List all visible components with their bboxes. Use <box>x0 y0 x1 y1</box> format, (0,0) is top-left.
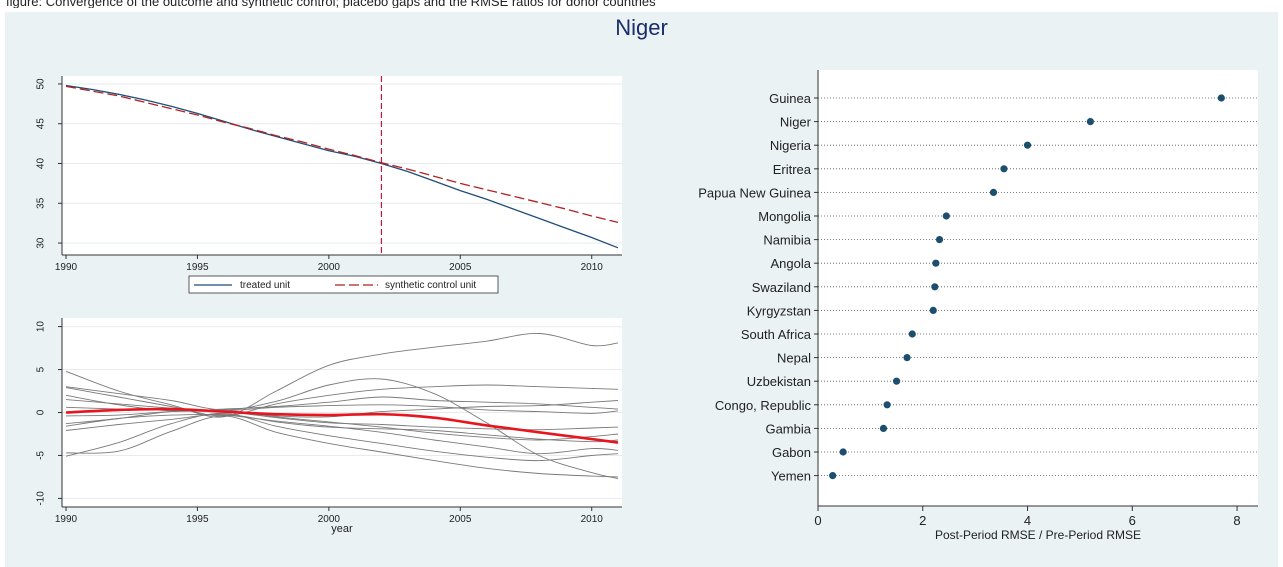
gaps-xtick-label: 2000 <box>318 514 341 525</box>
placebo-gap-line <box>65 414 619 455</box>
gaps-ytick-label: 10 <box>36 321 47 333</box>
gaps-ytick-label: -5 <box>36 451 47 460</box>
ranking-category-label: Uzbekistan <box>747 374 811 389</box>
placebo-gap-line <box>65 404 619 417</box>
ranking-dot <box>892 377 901 385</box>
gaps-x-axis-label: year <box>331 523 353 535</box>
ranking-dot <box>908 330 916 338</box>
placebo-gap-line <box>65 412 619 462</box>
ranking-category-label: Namibia <box>763 233 811 248</box>
ranking-category-label: Nigeria <box>770 138 812 153</box>
trend-ytick-label: 45 <box>36 118 47 130</box>
ranking-category-label: Gabon <box>772 445 811 460</box>
trend-ytick-label: 30 <box>36 237 47 249</box>
ranking-dot <box>931 283 939 291</box>
treated-unit-line <box>65 84 619 249</box>
trend-xtick-label: 2010 <box>581 262 604 273</box>
trend-ytick-label: 35 <box>36 197 47 209</box>
ranking-category-label: Congo, Republic <box>715 398 812 413</box>
ranking-xtick-label: 0 <box>814 513 821 528</box>
ranking-dot <box>903 354 911 362</box>
ranking-plot-area <box>818 70 1258 506</box>
ranking-category-label: Swaziland <box>752 280 811 295</box>
treated-gap-line <box>65 407 619 444</box>
ranking-dot <box>935 236 944 244</box>
ranking-xtick-label: 8 <box>1233 513 1240 528</box>
trend-xtick-label: 1990 <box>55 262 78 273</box>
ranking-category-label: Angola <box>771 256 812 271</box>
placebo-gap-line <box>65 394 619 412</box>
ranking-category-label: Mongolia <box>758 209 812 224</box>
ranking-xtick-label: 4 <box>1024 513 1031 528</box>
gaps-ytick-label: -10 <box>36 491 47 506</box>
placebo-gap-line <box>65 384 619 417</box>
trend-plot-area <box>62 76 622 255</box>
placebo-gap-line <box>65 378 619 480</box>
ranking-dot <box>929 306 937 314</box>
ranking-category-label: Kyrgyzstan <box>747 303 811 318</box>
trend-xtick-label: 2000 <box>318 262 341 273</box>
ranking-dot <box>942 212 950 220</box>
ranking-dot <box>989 188 998 196</box>
ranking-dot <box>1217 94 1225 102</box>
ranking-category-label: Guinea <box>769 91 812 106</box>
ranking-category-label: Eritrea <box>773 162 812 177</box>
gaps-xtick-label: 1990 <box>55 514 78 525</box>
page-title: Niger <box>615 15 668 40</box>
trend-ytick-label: 50 <box>36 78 47 90</box>
ranking-dot <box>879 424 888 432</box>
top-strip: figure: Convergence of the outcome and s… <box>0 0 1283 12</box>
ranking-category-label: Yemen <box>771 469 811 484</box>
ranking-dot <box>1000 165 1008 173</box>
gaps-xtick-label: 1995 <box>186 514 209 525</box>
ranking-xtick-label: 2 <box>919 513 926 528</box>
trend-xtick-label: 1995 <box>186 262 209 273</box>
synthetic-control-line <box>65 85 619 224</box>
ranking-xtick-label: 6 <box>1129 513 1136 528</box>
trend-ytick-label: 40 <box>36 158 47 170</box>
ranking-x-axis-label: Post-Period RMSE / Pre-Period RMSE <box>935 528 1141 542</box>
legend-synthetic-label: synthetic control unit <box>385 280 476 291</box>
ranking-dot <box>883 401 891 409</box>
gaps-ytick-label: 5 <box>36 366 47 372</box>
trend-xtick-label: 2005 <box>449 262 472 273</box>
ranking-dot <box>829 472 837 480</box>
ranking-category-label: Nepal <box>777 351 811 366</box>
placebo-gap-line <box>65 333 619 418</box>
ranking-category-label: Niger <box>780 115 812 130</box>
ranking-dot <box>932 259 940 267</box>
ranking-dot <box>1023 141 1032 149</box>
placebo-gap-line <box>65 413 619 443</box>
ranking-dot <box>839 448 847 456</box>
gaps-xtick-label: 2005 <box>449 514 472 525</box>
ranking-dot <box>1086 118 1094 126</box>
legend-treated-label: treated unit <box>240 280 290 291</box>
ranking-category-label: Papua New Guinea <box>698 185 812 200</box>
ranking-category-label: Gambia <box>765 421 811 436</box>
gaps-ytick-label: 0 <box>36 409 47 415</box>
gaps-xtick-label: 2010 <box>581 514 604 525</box>
placebo-gap-line <box>65 415 619 478</box>
clipped-caption: figure: Convergence of the outcome and s… <box>6 0 656 8</box>
ranking-category-label: South Africa <box>741 327 812 342</box>
